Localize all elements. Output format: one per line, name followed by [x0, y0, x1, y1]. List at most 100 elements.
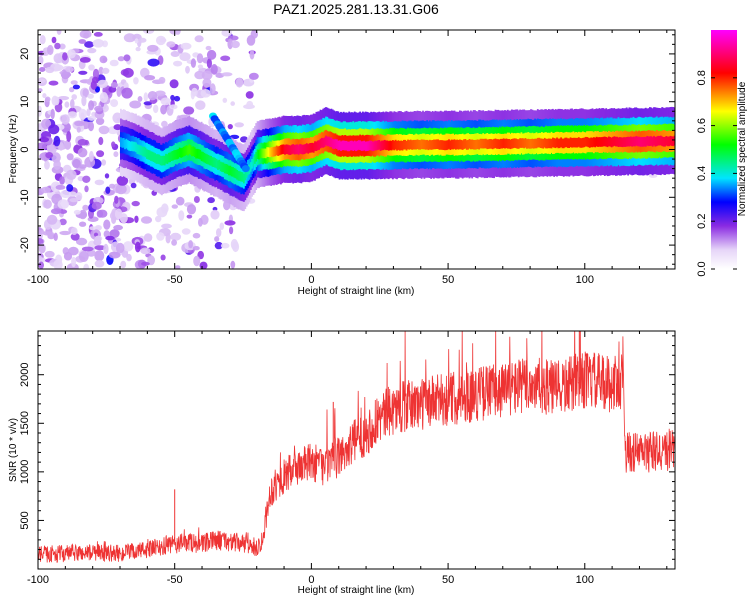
- ridge-cell: [341, 140, 344, 151]
- ridge-cell: [304, 144, 307, 154]
- y-tick-label: -10: [19, 189, 31, 205]
- noise-blob: [98, 136, 104, 146]
- ridge-cell: [524, 138, 527, 148]
- noise-blob: [51, 95, 59, 106]
- noise-blob: [111, 141, 116, 148]
- ridge-cell: [314, 141, 316, 151]
- ridge-cell: [206, 154, 208, 164]
- ridge-cell: [370, 140, 372, 151]
- ridge-cell: [389, 140, 392, 151]
- ridge-cell: [325, 135, 327, 146]
- ridge-cell: [345, 140, 348, 151]
- ridge-cell: [323, 137, 326, 147]
- ridge-cell: [513, 138, 516, 148]
- noise-blob: [96, 150, 105, 158]
- ridge-cell: [501, 138, 504, 149]
- ridge-cell: [635, 136, 638, 146]
- noise-blob: [94, 250, 105, 262]
- ridge-cell: [280, 145, 282, 155]
- noise-blob: [62, 52, 68, 61]
- noise-blob: [39, 136, 50, 143]
- ridge-cell: [438, 140, 441, 150]
- ridge-cell: [625, 137, 628, 147]
- ridge-cell: [327, 136, 330, 147]
- noise-blob: [51, 36, 57, 44]
- noise-blob: [70, 99, 75, 109]
- noise-blob: [130, 182, 137, 189]
- ridge-cell: [329, 137, 331, 148]
- noise-blob: [53, 232, 58, 241]
- ridge-cell: [401, 140, 404, 151]
- ridge-cell: [632, 136, 635, 147]
- ridge-cell: [456, 139, 459, 150]
- ridge-cell: [493, 138, 495, 149]
- ridge-cell: [152, 152, 155, 162]
- ridge-cell: [415, 139, 418, 150]
- ridge-cell: [338, 140, 341, 150]
- noise-blob: [249, 72, 259, 80]
- ridge-cell: [155, 154, 158, 164]
- noise-blob: [57, 96, 70, 101]
- ridge-cell: [225, 164, 228, 174]
- x-tick-label: 50: [442, 274, 454, 286]
- ridge-cell: [593, 137, 595, 147]
- noise-blob: [48, 80, 59, 86]
- ridge-cell: [463, 139, 465, 149]
- noise-blob: [53, 259, 63, 269]
- ridge-cell: [377, 140, 379, 150]
- noise-blob: [206, 58, 212, 69]
- ridge-cell: [143, 146, 146, 157]
- noise-blob: [92, 39, 105, 48]
- noise-blob: [115, 184, 127, 195]
- ridge-cell: [188, 144, 191, 154]
- noise-blob: [175, 196, 185, 206]
- noise-blob: [109, 183, 116, 189]
- ridge-cell: [658, 135, 661, 146]
- noise-blob: [131, 200, 140, 207]
- noise-blob: [110, 82, 118, 88]
- ridge-cell: [290, 144, 293, 155]
- noise-blob: [250, 30, 258, 39]
- ridge-cell: [467, 140, 469, 150]
- noise-blob: [199, 261, 208, 269]
- noise-blob: [117, 56, 125, 62]
- noise-blob: [77, 147, 88, 158]
- ridge-cell: [148, 150, 151, 160]
- noise-blob: [94, 179, 105, 186]
- ridge-cell: [598, 137, 601, 147]
- ridge-cell: [191, 146, 193, 157]
- ridge-cell: [442, 140, 445, 150]
- ridge-cell: [454, 140, 457, 150]
- noise-blob: [99, 55, 108, 64]
- ridge-cell: [550, 138, 553, 149]
- noise-blob: [76, 237, 88, 246]
- noise-blob: [113, 124, 122, 131]
- ridge-cell: [601, 137, 603, 147]
- ridge-cell: [367, 141, 370, 151]
- ridge-cell: [531, 138, 534, 149]
- ridge-cell: [649, 136, 651, 146]
- ridge-cell: [326, 136, 329, 147]
- ridge-cell: [582, 137, 584, 148]
- ridge-cell: [569, 137, 572, 147]
- noise-blob: [44, 160, 50, 170]
- ridge-cell: [472, 139, 475, 150]
- noise-blob: [97, 209, 108, 218]
- ridge-cell: [660, 135, 662, 146]
- ridge-cell: [449, 140, 452, 150]
- x-tick-label: -50: [167, 274, 183, 286]
- ridge-cell: [562, 138, 565, 149]
- ridge-cell: [482, 138, 485, 149]
- ridge-cell: [299, 144, 301, 154]
- ridge-cell: [226, 164, 229, 175]
- noise-blob: [83, 263, 90, 269]
- ridge-cell: [426, 139, 428, 150]
- ridge-cell: [396, 141, 398, 151]
- noise-blob: [227, 124, 233, 130]
- ridge-cell: [293, 144, 296, 155]
- ridge-cell: [147, 149, 150, 160]
- ridge-cell: [553, 138, 556, 148]
- ridge-cell: [561, 138, 564, 149]
- ridge-cell: [154, 153, 156, 163]
- noise-blob: [160, 97, 171, 106]
